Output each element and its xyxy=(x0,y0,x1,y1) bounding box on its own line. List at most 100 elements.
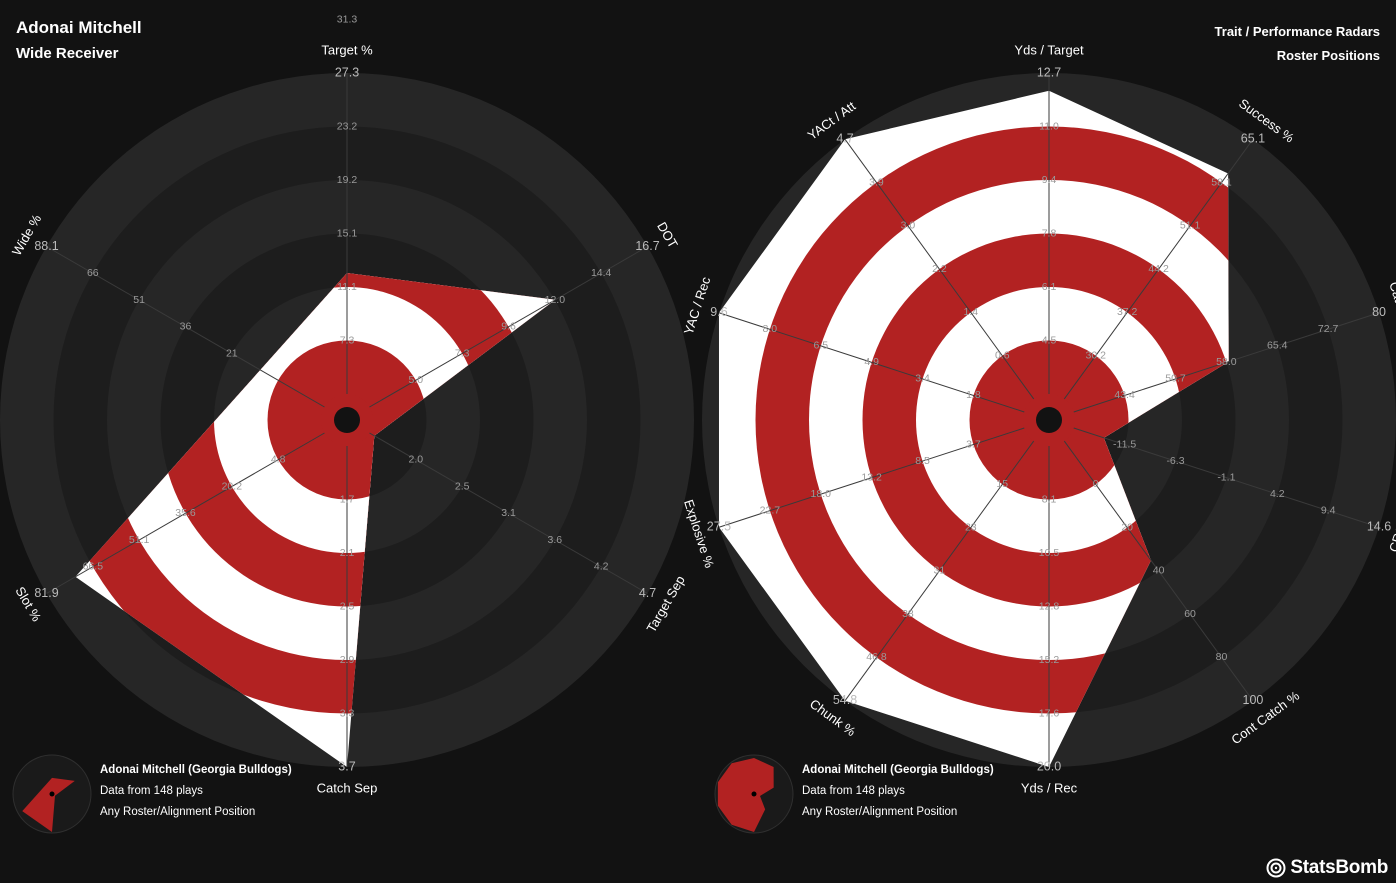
tick-label: 13.2 xyxy=(861,471,882,483)
tick-label: 3.0 xyxy=(901,220,916,232)
tick-label: 36 xyxy=(180,321,192,333)
radar-spoke xyxy=(1063,440,1254,702)
tick-label: 2.9 xyxy=(340,654,355,666)
tick-label: 1.4 xyxy=(964,306,979,318)
tick-label: 80 xyxy=(1372,305,1386,319)
legend-plays: Data from 148 plays xyxy=(100,785,203,797)
radar-hole xyxy=(334,407,360,433)
tick-label: 72.7 xyxy=(1318,323,1339,335)
report-title: Trait / Performance Radars xyxy=(1214,24,1380,39)
axis-label: Target % xyxy=(321,42,373,57)
tick-label: 3.6 xyxy=(548,534,563,546)
radar-spoke xyxy=(718,427,1025,528)
tick-label: 9.6 xyxy=(501,321,516,333)
thumb-player-shape xyxy=(717,757,774,832)
tick-label: 1.8 xyxy=(966,389,981,401)
tick-label: 23.2 xyxy=(337,120,358,132)
thumb-player-shape xyxy=(22,777,75,832)
tick-label: -6.3 xyxy=(1166,455,1184,467)
radar-spoke xyxy=(46,246,325,408)
radar-spoke xyxy=(1063,138,1254,400)
tick-label: 16.7 xyxy=(635,239,659,253)
tick-label: 31 xyxy=(934,565,946,577)
tick-label: 58.0 xyxy=(1216,356,1237,368)
tick-label: 1.7 xyxy=(340,493,355,505)
radar-spoke xyxy=(1073,427,1380,528)
tick-label: 14.4 xyxy=(591,267,612,279)
tick-label: 20.0 xyxy=(1037,759,1061,773)
tick-label: 3.3 xyxy=(340,707,355,719)
tick-label: 8.0 xyxy=(763,323,778,335)
tick-label: 31.3 xyxy=(337,13,358,25)
tick-label: 35.6 xyxy=(175,507,196,519)
tick-label: 5.0 xyxy=(409,374,424,386)
tick-label: 8.5 xyxy=(915,455,930,467)
tick-label: 65.1 xyxy=(1241,132,1265,146)
axis-label: Explosive % xyxy=(681,498,717,570)
tick-label: 12.8 xyxy=(1039,600,1060,612)
axis-label: Catch % xyxy=(1386,280,1396,332)
tick-label: 7.3 xyxy=(340,334,355,346)
brand-name: StatsBomb xyxy=(1290,857,1388,878)
axis-label: Catch Sep xyxy=(317,780,378,795)
tick-label: 11.1 xyxy=(337,281,357,293)
tick-label: 12.7 xyxy=(1037,65,1061,79)
tick-label: 4.7 xyxy=(639,586,656,600)
thumb-center xyxy=(751,791,757,797)
tick-label: 60 xyxy=(1184,608,1196,620)
tick-label: 2.0 xyxy=(409,454,424,466)
tick-label: 58.1 xyxy=(1211,176,1232,188)
tick-label: 0.6 xyxy=(995,349,1010,361)
tick-label: 14.6 xyxy=(1367,520,1391,534)
tick-label: 27.5 xyxy=(707,520,731,534)
axis-label: Yds / Rec xyxy=(1021,780,1078,795)
tick-label: 23 xyxy=(965,521,977,533)
brand-logo: StatsBomb xyxy=(1266,857,1388,879)
radar-spoke xyxy=(1073,312,1380,413)
tick-label: 2.5 xyxy=(340,600,355,612)
tick-label: 8.1 xyxy=(1042,493,1057,505)
tick-label: 81.9 xyxy=(34,586,58,600)
tick-label: 88.1 xyxy=(34,239,58,253)
tick-label: 15.1 xyxy=(337,227,358,239)
legend-player-name: Adonai Mitchell (Georgia Bulldogs) xyxy=(802,764,994,776)
tick-label: 38 xyxy=(902,608,914,620)
tick-label: 4.9 xyxy=(864,356,879,368)
tick-label: 3.7 xyxy=(338,759,355,773)
tick-label: 4.5 xyxy=(1042,334,1057,346)
tick-label: 51 xyxy=(133,294,145,306)
axis-label: Yds / Target xyxy=(1014,42,1084,57)
tick-label: 0 xyxy=(1093,478,1099,490)
radar-chart-2: 4.5 6.1 7.8 9.4 11.0 12.7 Yds / Target 30.2 37.2… xyxy=(681,42,1396,795)
radar-spoke xyxy=(369,432,648,594)
tick-label: 100 xyxy=(1243,693,1264,707)
tick-label: 15 xyxy=(996,478,1008,490)
axis-label: YAC / Rec xyxy=(681,274,714,336)
tick-label: 30.2 xyxy=(1086,349,1107,361)
radar-hole xyxy=(1036,407,1062,433)
tick-label: 20 xyxy=(1121,521,1133,533)
radar-spoke xyxy=(718,312,1025,413)
radar-spoke xyxy=(46,432,325,594)
tick-label: 21 xyxy=(226,347,238,359)
legend-thumbnail xyxy=(12,754,92,834)
tick-label: 4.2 xyxy=(594,561,609,573)
tick-label: 54.8 xyxy=(833,693,857,707)
tick-label: 22.7 xyxy=(760,504,781,516)
tick-label: 3.1 xyxy=(501,507,516,519)
report-subtitle: Roster Positions xyxy=(1276,48,1380,63)
tick-label: 51.1 xyxy=(1180,220,1201,232)
tick-label: 44.2 xyxy=(1148,263,1169,275)
tick-label: 37.2 xyxy=(1117,306,1138,318)
tick-label: 27.3 xyxy=(335,65,359,79)
tick-label: 3.9 xyxy=(869,176,884,188)
radar-chart-1: 7.3 11.1 15.1 19.2 23.2 27.3 31.3 Target % 5.0 7.… xyxy=(0,13,694,795)
tick-label: 66.5 xyxy=(83,561,104,573)
legend-filter: Any Roster/Alignment Position xyxy=(802,806,958,818)
tick-label: 46.8 xyxy=(866,651,887,663)
tick-label: 80 xyxy=(1216,651,1228,663)
tick-label: 4.7 xyxy=(836,132,853,146)
tick-label: 4.8 xyxy=(271,454,286,466)
tick-label: 2.5 xyxy=(455,480,470,492)
tick-label: 15.2 xyxy=(1039,654,1060,666)
